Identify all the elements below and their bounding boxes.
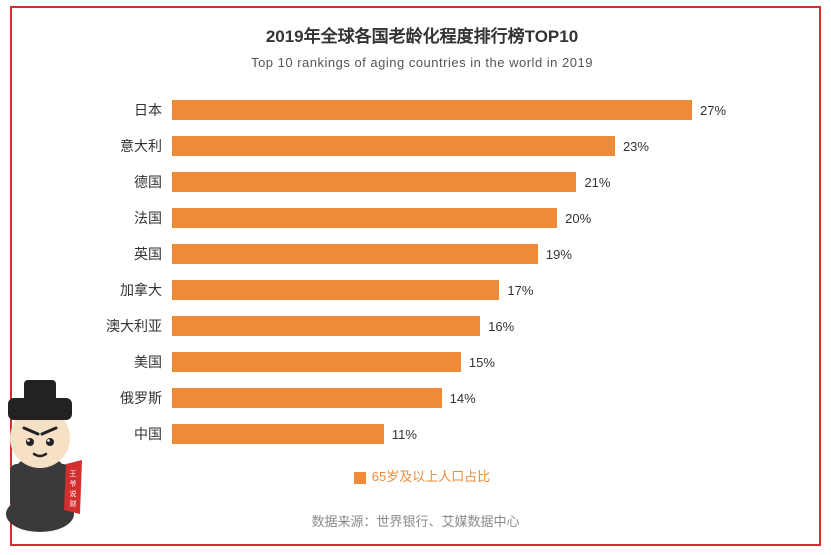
legend-swatch [354, 472, 366, 484]
bar [172, 424, 384, 444]
value-label: 11% [392, 427, 417, 442]
bar [172, 172, 576, 192]
bar-wrap: 11% [172, 416, 762, 452]
category-label: 加拿大 [82, 280, 172, 300]
category-label: 英国 [82, 244, 172, 264]
value-label: 27% [700, 103, 726, 118]
aging-chart: 2019年全球各国老龄化程度排行榜TOP10 Top 10 rankings o… [82, 22, 762, 485]
source-text: 数据来源：世界银行、艾媒数据中心 [12, 511, 819, 530]
bar-row: 俄罗斯14% [82, 380, 762, 416]
chart-frame: 2019年全球各国老龄化程度排行榜TOP10 Top 10 rankings o… [10, 6, 821, 546]
svg-text:爷: 爷 [70, 479, 77, 488]
value-label: 19% [546, 247, 572, 262]
bar-row: 加拿大 17% [82, 272, 762, 308]
mascot-character: 王 爷 说 财 [0, 364, 100, 534]
bar-wrap: 17% [172, 272, 762, 308]
value-label: 17% [507, 283, 533, 298]
legend: 65岁及以上人口占比 [82, 466, 762, 485]
bar-wrap: 15% [172, 344, 762, 380]
category-label: 法国 [82, 208, 172, 228]
svg-text:王: 王 [70, 470, 77, 478]
bar-wrap: 16% [172, 308, 762, 344]
category-label: 意大利 [82, 136, 172, 156]
bar-wrap: 19% [172, 236, 762, 272]
bar-wrap: 14% [172, 380, 762, 416]
category-label: 澳大利亚 [82, 316, 172, 336]
bar-row: 英国 19% [82, 236, 762, 272]
value-label: 20% [565, 211, 591, 226]
bar [172, 316, 480, 336]
category-label: 日本 [82, 100, 172, 120]
bar [172, 280, 499, 300]
bar-row: 意大利 23% [82, 128, 762, 164]
bar [172, 388, 442, 408]
bar-row: 德国 21% [82, 164, 762, 200]
svg-text:财: 财 [70, 499, 77, 508]
bar-wrap: 20% [172, 200, 762, 236]
bar [172, 208, 557, 228]
bar-series: 日本 27% 意大利 23% 德国 21% 法国 20% 英国 19% 加拿大 17% 澳大利亚 16% 美… [82, 92, 762, 452]
svg-text:说: 说 [70, 489, 77, 498]
bar-row: 澳大利亚 16% [82, 308, 762, 344]
bar [172, 244, 538, 264]
chart-title: 2019年全球各国老龄化程度排行榜TOP10 [82, 22, 762, 47]
bar [172, 352, 461, 372]
bar-wrap: 27% [172, 92, 762, 128]
legend-label: 65岁及以上人口占比 [372, 469, 490, 484]
bar-row: 法国 20% [82, 200, 762, 236]
chart-subtitle: Top 10 rankings of aging countries in th… [82, 55, 762, 70]
value-label: 23% [623, 139, 649, 154]
bar-row: 美国15% [82, 344, 762, 380]
bar [172, 100, 692, 120]
category-label: 德国 [82, 172, 172, 192]
value-label: 14% [450, 391, 476, 406]
bar-row: 日本 27% [82, 92, 762, 128]
value-label: 15% [469, 355, 495, 370]
bar-row: 中国11% [82, 416, 762, 452]
bar-wrap: 23% [172, 128, 762, 164]
bar-wrap: 21% [172, 164, 762, 200]
bar [172, 136, 615, 156]
value-label: 16% [488, 319, 514, 334]
value-label: 21% [584, 175, 610, 190]
